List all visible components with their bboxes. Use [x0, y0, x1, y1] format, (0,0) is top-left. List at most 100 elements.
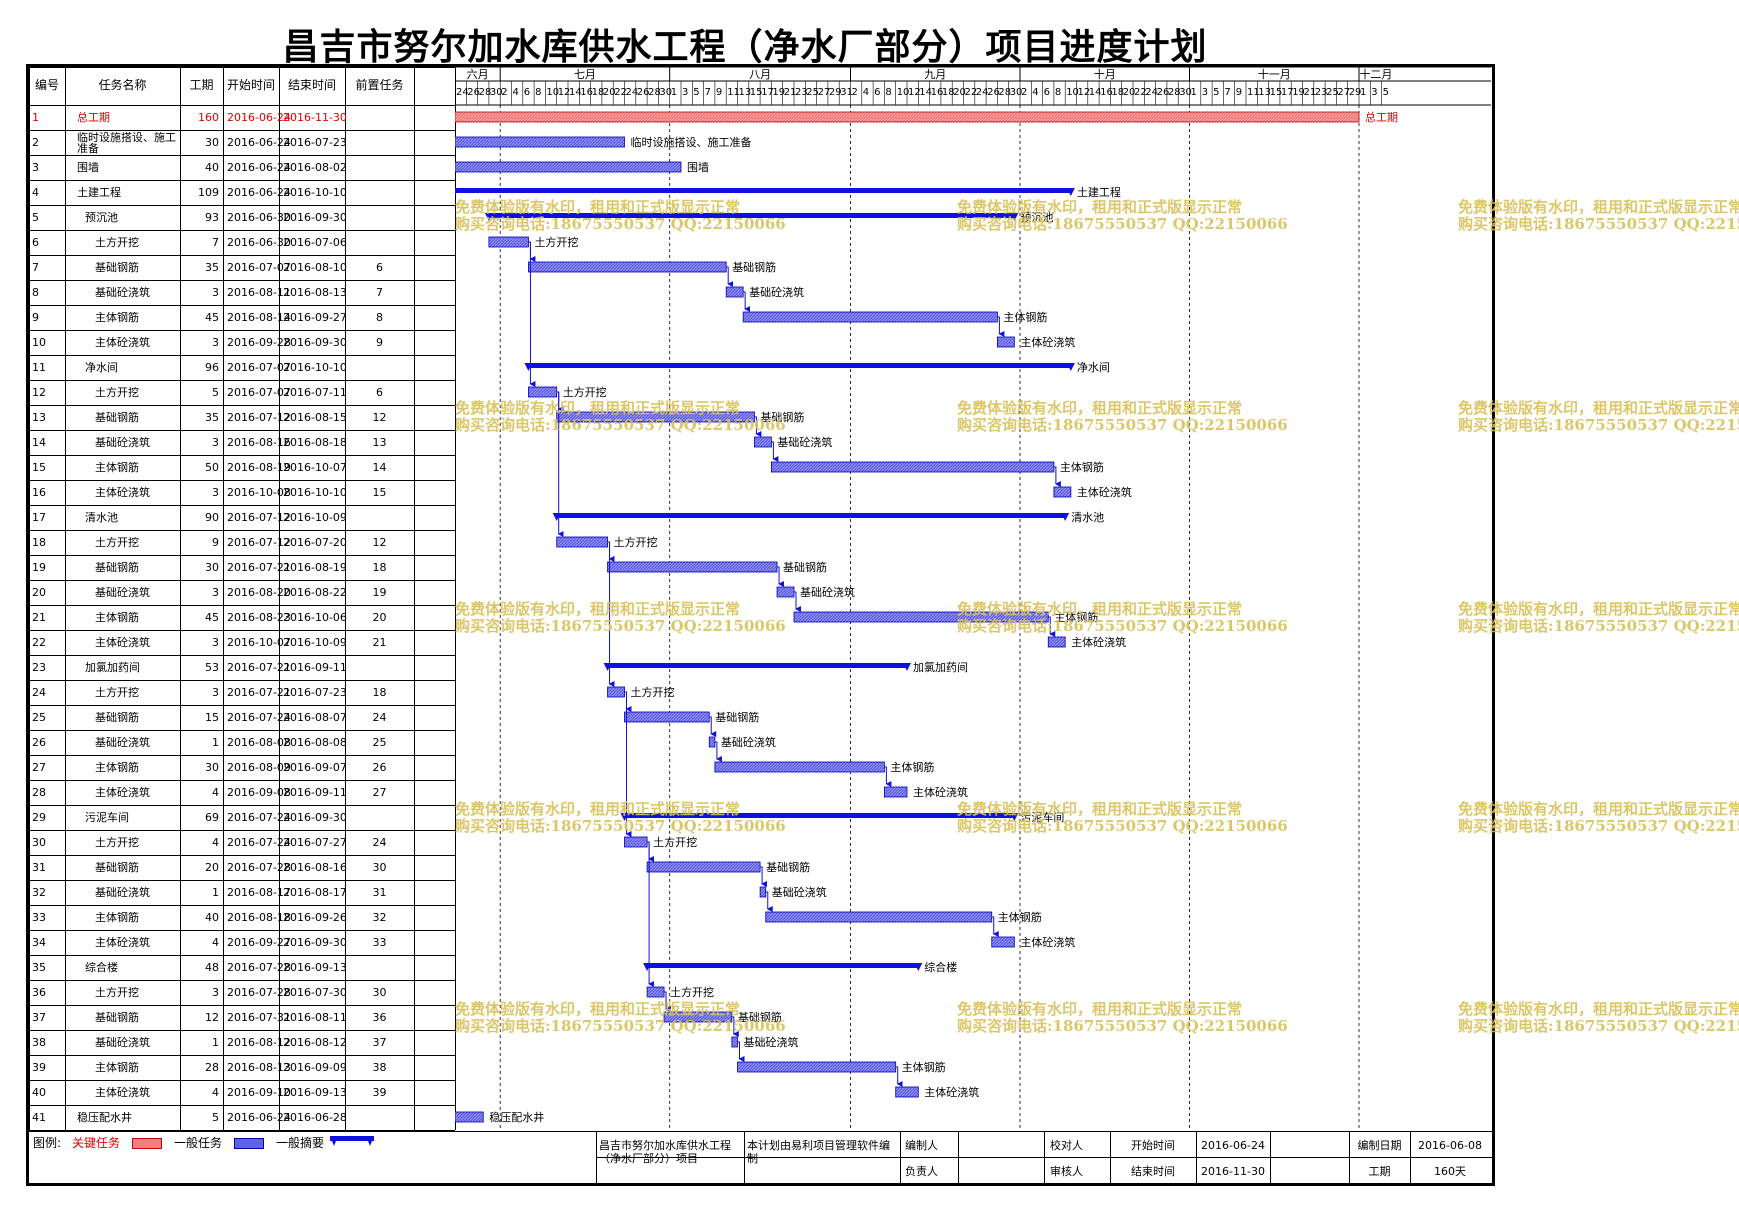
day-tick-label: 18 [942, 87, 955, 98]
day-tick-label: 22 [1134, 87, 1147, 98]
task-bar-label: 主体砼浇筑 [1077, 485, 1132, 499]
task-name: 主体砼浇筑 [95, 937, 150, 949]
task-id: 9 [32, 312, 39, 324]
task-bar-label: 主体砼浇筑 [1071, 635, 1126, 649]
task-bar-label: 基础钢筋 [760, 410, 804, 424]
task-end: 2016-10-07 [283, 462, 347, 474]
day-tick-label: 28 [479, 87, 492, 98]
footer-date-label: 编制日期 [1357, 1139, 1402, 1152]
task-pred: 9 [376, 337, 383, 349]
task-start: 2016-07-24 [227, 812, 291, 824]
task-name: 临时设施搭设、施工准备 [77, 132, 176, 154]
task-id: 10 [32, 337, 46, 349]
task-end: 2016-08-07 [283, 712, 347, 724]
task-id: 37 [32, 1012, 46, 1024]
task-bar-label: 基础砼浇筑 [749, 285, 804, 299]
day-tick-label: 28 [648, 87, 661, 98]
footer-project: 昌吉市努尔加水库供水工程（净水厂部分）项目 [599, 1139, 731, 1165]
watermark-line-2: 购买咨询电话:18675550537 QQ:22150066 [1458, 617, 1739, 635]
task-start: 2016-06-24 [227, 162, 291, 174]
task-name: 围墙 [77, 162, 99, 174]
table-grid-line [29, 605, 455, 606]
footer-line [1110, 1131, 1111, 1183]
table-grid-line [29, 280, 455, 281]
task-start: 2016-08-09 [227, 762, 291, 774]
footer-software: 本计划由易利项目管理软件编制 [747, 1139, 890, 1165]
task-pred: 30 [372, 987, 387, 999]
table-grid-line [29, 530, 455, 531]
task-start: 2016-08-08 [227, 737, 291, 749]
day-tick-label: 3 [682, 87, 688, 98]
task-name: 主体砼浇筑 [95, 487, 150, 499]
task-id: 25 [32, 712, 46, 724]
day-tick-label: 20 [953, 87, 966, 98]
task-bar-label: 基础砼浇筑 [800, 585, 855, 599]
task-start: 2016-07-21 [227, 562, 291, 574]
task-id: 8 [32, 287, 39, 299]
footer-line [596, 1131, 597, 1183]
task-end: 2016-09-09 [283, 1062, 347, 1074]
legend-task-swatch [234, 1138, 264, 1149]
task-pred: 39 [372, 1087, 387, 1099]
task-name: 基础砼浇筑 [95, 1037, 150, 1049]
task-bar-label: 主体钢筋 [1054, 610, 1098, 624]
footer-line [958, 1131, 959, 1183]
dependency-arrow [895, 1066, 903, 1087]
task-name: 土方开挖 [95, 687, 139, 699]
table-grid-line [29, 555, 455, 556]
task-pred: 27 [372, 787, 387, 799]
task-bar [607, 686, 625, 698]
table-header-start: 开始时间 [226, 79, 275, 91]
table-grid-line [65, 67, 66, 1130]
task-pred: 18 [372, 687, 387, 699]
table-grid-line [29, 1130, 455, 1131]
task-id: 26 [32, 737, 46, 749]
day-tick-label: 7 [1224, 87, 1230, 98]
day-tick-label: 26 [987, 87, 1000, 98]
task-pred: 26 [372, 762, 387, 774]
day-tick-label: 18 [592, 87, 605, 98]
day-tick-label: 14 [569, 87, 582, 98]
day-tick-label: 15 [1270, 87, 1283, 98]
task-pred: 24 [372, 837, 387, 849]
dependency-arrow [754, 416, 762, 437]
watermark-line-2: 购买咨询电话:18675550537 QQ:22150066 [1458, 215, 1739, 233]
summary-bar [455, 188, 1071, 193]
table-grid-line [455, 67, 456, 1130]
task-end: 2016-09-13 [283, 1087, 347, 1099]
table-grid-line [29, 380, 455, 381]
task-name: 土方开挖 [95, 237, 139, 249]
dependency-arrow [709, 716, 717, 737]
task-pred: 24 [372, 712, 387, 724]
day-tick-label: 9 [1236, 87, 1242, 98]
task-start: 2016-08-18 [227, 912, 291, 924]
task-bar-label: 基础钢筋 [766, 860, 810, 874]
task-start: 2016-07-21 [227, 687, 291, 699]
task-start: 2016-08-19 [227, 462, 291, 474]
task-id: 18 [32, 537, 46, 549]
task-start: 2016-07-28 [227, 987, 291, 999]
table-grid-line [29, 305, 455, 306]
task-dur: 96 [205, 362, 219, 374]
task-bar [624, 711, 710, 723]
summary-bar-end-cap [1066, 188, 1075, 196]
task-bar [646, 986, 665, 998]
table-grid-line [29, 355, 455, 356]
footer-line [1196, 1131, 1197, 1183]
task-bar-label: 主体砼浇筑 [1020, 935, 1075, 949]
task-dur: 3 [212, 687, 219, 699]
task-name: 基础砼浇筑 [95, 587, 150, 599]
month-label: 十二月 [1359, 67, 1392, 81]
task-dur: 48 [205, 962, 219, 974]
task-dur: 50 [205, 462, 219, 474]
task-bar [708, 736, 716, 748]
table-grid-line [29, 805, 455, 806]
day-tick-label: 4 [863, 87, 869, 98]
task-bar [883, 786, 908, 798]
summary-bar [556, 513, 1066, 518]
task-bar-label: 综合楼 [924, 960, 957, 974]
task-end: 2016-08-18 [283, 437, 347, 449]
table-header-id: 编号 [34, 79, 59, 91]
legend-task-label: 一般任务 [174, 1136, 223, 1150]
task-dur: 90 [205, 512, 219, 524]
